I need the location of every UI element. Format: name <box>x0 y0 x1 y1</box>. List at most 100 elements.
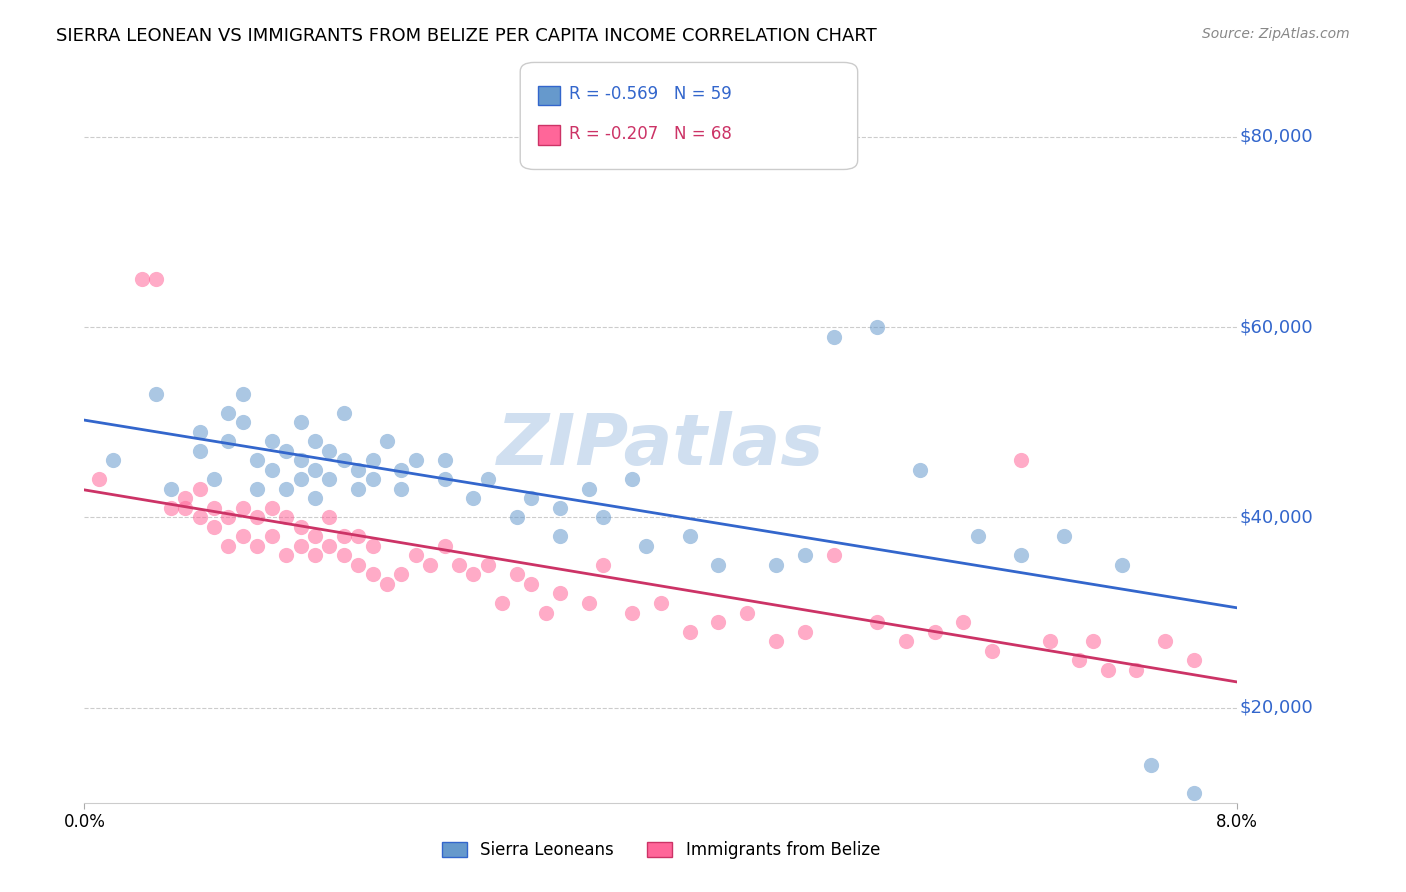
Text: SIERRA LEONEAN VS IMMIGRANTS FROM BELIZE PER CAPITA INCOME CORRELATION CHART: SIERRA LEONEAN VS IMMIGRANTS FROM BELIZE… <box>56 27 877 45</box>
Point <box>578 596 600 610</box>
Point <box>276 549 298 563</box>
Point <box>304 491 326 506</box>
Point <box>333 453 356 467</box>
Point <box>952 615 974 629</box>
Point <box>894 634 917 648</box>
Point <box>765 634 787 648</box>
Point <box>981 643 1004 657</box>
Point <box>188 443 211 458</box>
Point <box>794 549 817 563</box>
Text: $40,000: $40,000 <box>1240 508 1313 526</box>
Point <box>520 577 543 591</box>
Point <box>347 558 370 572</box>
Point <box>160 482 183 496</box>
Point <box>318 539 340 553</box>
Point <box>534 606 557 620</box>
Point <box>333 529 356 543</box>
Point <box>232 386 254 401</box>
Point <box>260 500 283 515</box>
Point <box>433 472 456 486</box>
Point <box>463 567 485 582</box>
Point <box>823 549 845 563</box>
Point <box>290 453 312 467</box>
Point <box>1083 634 1105 648</box>
Point <box>246 510 269 524</box>
Legend: Sierra Leoneans, Immigrants from Belize: Sierra Leoneans, Immigrants from Belize <box>434 835 887 866</box>
Text: $80,000: $80,000 <box>1240 128 1313 145</box>
Point <box>1039 634 1062 648</box>
Text: $60,000: $60,000 <box>1240 318 1313 336</box>
Text: R = -0.207   N = 68: R = -0.207 N = 68 <box>569 125 733 143</box>
Point <box>276 443 298 458</box>
Point <box>218 510 240 524</box>
Point <box>304 463 326 477</box>
Point <box>866 320 889 334</box>
Text: R = -0.569   N = 59: R = -0.569 N = 59 <box>569 85 733 103</box>
Point <box>506 567 529 582</box>
Point <box>333 549 356 563</box>
Point <box>506 510 529 524</box>
Point <box>621 472 644 486</box>
Point <box>707 615 730 629</box>
Point <box>1010 453 1032 467</box>
Point <box>246 453 269 467</box>
Point <box>347 482 370 496</box>
Point <box>621 606 644 620</box>
Point <box>405 453 427 467</box>
Point <box>765 558 787 572</box>
Point <box>650 596 672 610</box>
Text: ZIPatlas: ZIPatlas <box>498 411 824 481</box>
Point <box>290 539 312 553</box>
Point <box>131 272 153 286</box>
Point <box>910 463 932 477</box>
Point <box>1140 757 1163 772</box>
Point <box>347 529 370 543</box>
Text: $20,000: $20,000 <box>1240 698 1313 716</box>
Point <box>548 586 571 600</box>
Point <box>361 453 384 467</box>
Point <box>463 491 485 506</box>
Point <box>318 472 340 486</box>
Point <box>276 482 298 496</box>
Point <box>679 529 702 543</box>
Point <box>578 482 600 496</box>
Point <box>823 329 845 343</box>
Point <box>1097 663 1119 677</box>
Point <box>290 415 312 429</box>
Point <box>433 539 456 553</box>
Point <box>260 529 283 543</box>
Point <box>218 406 240 420</box>
Point <box>405 549 427 563</box>
Point <box>548 500 571 515</box>
Point <box>290 472 312 486</box>
Point <box>246 539 269 553</box>
Point <box>276 510 298 524</box>
Point <box>794 624 817 639</box>
Text: Source: ZipAtlas.com: Source: ZipAtlas.com <box>1202 27 1350 41</box>
Point <box>419 558 441 572</box>
Point <box>188 482 211 496</box>
Point <box>449 558 471 572</box>
Point <box>232 529 254 543</box>
Point <box>477 558 499 572</box>
Point <box>1111 558 1133 572</box>
Point <box>174 500 197 515</box>
Point <box>391 567 413 582</box>
Point <box>174 491 197 506</box>
Point <box>1067 653 1090 667</box>
Point <box>333 406 356 420</box>
Point <box>202 520 225 534</box>
Point <box>304 529 326 543</box>
Point <box>87 472 110 486</box>
Point <box>1010 549 1032 563</box>
Point <box>188 510 211 524</box>
Point <box>433 453 456 467</box>
Point <box>737 606 759 620</box>
Point <box>636 539 658 553</box>
Point <box>145 272 167 286</box>
Point <box>1182 653 1205 667</box>
Point <box>1053 529 1076 543</box>
Point <box>103 453 124 467</box>
Point <box>260 434 283 449</box>
Point <box>232 500 254 515</box>
